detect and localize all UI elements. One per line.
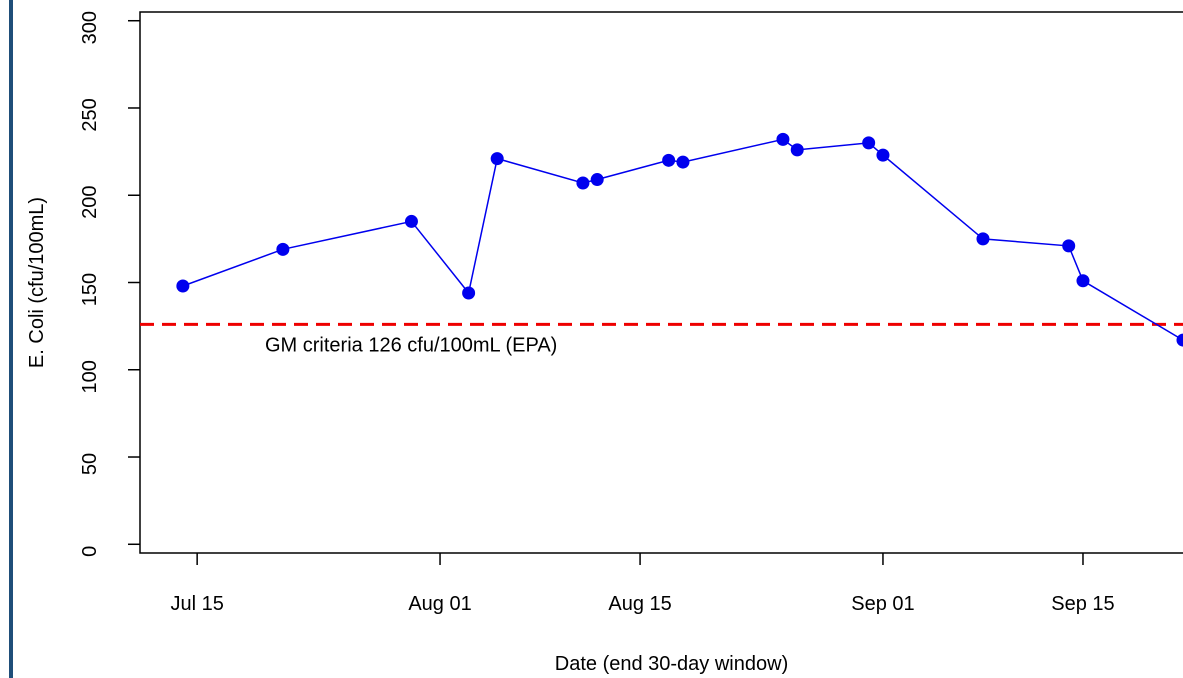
- y-tick-label: 0: [79, 546, 101, 557]
- y-tick-label: 300: [79, 11, 101, 44]
- gm-criteria-label: GM criteria 126 cfu/100mL (EPA): [265, 334, 557, 356]
- data-point: [790, 143, 804, 157]
- y-tick-label: 250: [79, 98, 101, 131]
- left-border-stripe: [9, 0, 13, 678]
- data-points: [176, 132, 1183, 347]
- plot-area: [139, 11, 1183, 554]
- y-tick-label: 200: [79, 186, 101, 219]
- x-axis-title: Date (end 30-day window): [555, 653, 788, 675]
- y-axis-title: E. Coli (cfu/100mL): [26, 197, 48, 368]
- data-point: [276, 242, 290, 256]
- data-point: [662, 153, 676, 167]
- data-point: [176, 279, 190, 293]
- x-tick-label: Aug 15: [608, 593, 671, 615]
- y-tick-label: 150: [79, 273, 101, 306]
- data-point: [676, 155, 690, 169]
- x-tick-label: Aug 01: [408, 593, 471, 615]
- data-point: [976, 232, 990, 246]
- data-point: [862, 136, 876, 150]
- data-point: [490, 152, 504, 166]
- x-tick-label: Sep 01: [851, 593, 914, 615]
- x-tick-label: Jul 15: [170, 593, 223, 615]
- x-tick-label: Sep 15: [1051, 593, 1114, 615]
- series-line: [182, 138, 1183, 341]
- x-axis: Jul 15 Aug 01 Aug 15 Sep 01 Sep 15: [170, 553, 1115, 615]
- data-point: [1176, 333, 1183, 347]
- data-point: [462, 286, 476, 300]
- y-axis: 0 50 100 150 200 250 300: [79, 11, 140, 557]
- data-point: [590, 173, 604, 187]
- y-tick-label: 100: [79, 360, 101, 393]
- y-tick-label: 50: [79, 453, 101, 475]
- data-point: [404, 214, 418, 228]
- data-point: [1062, 239, 1076, 253]
- data-point: [776, 132, 790, 146]
- data-point: [876, 148, 890, 162]
- data-point: [576, 176, 590, 190]
- data-point: [1076, 274, 1090, 288]
